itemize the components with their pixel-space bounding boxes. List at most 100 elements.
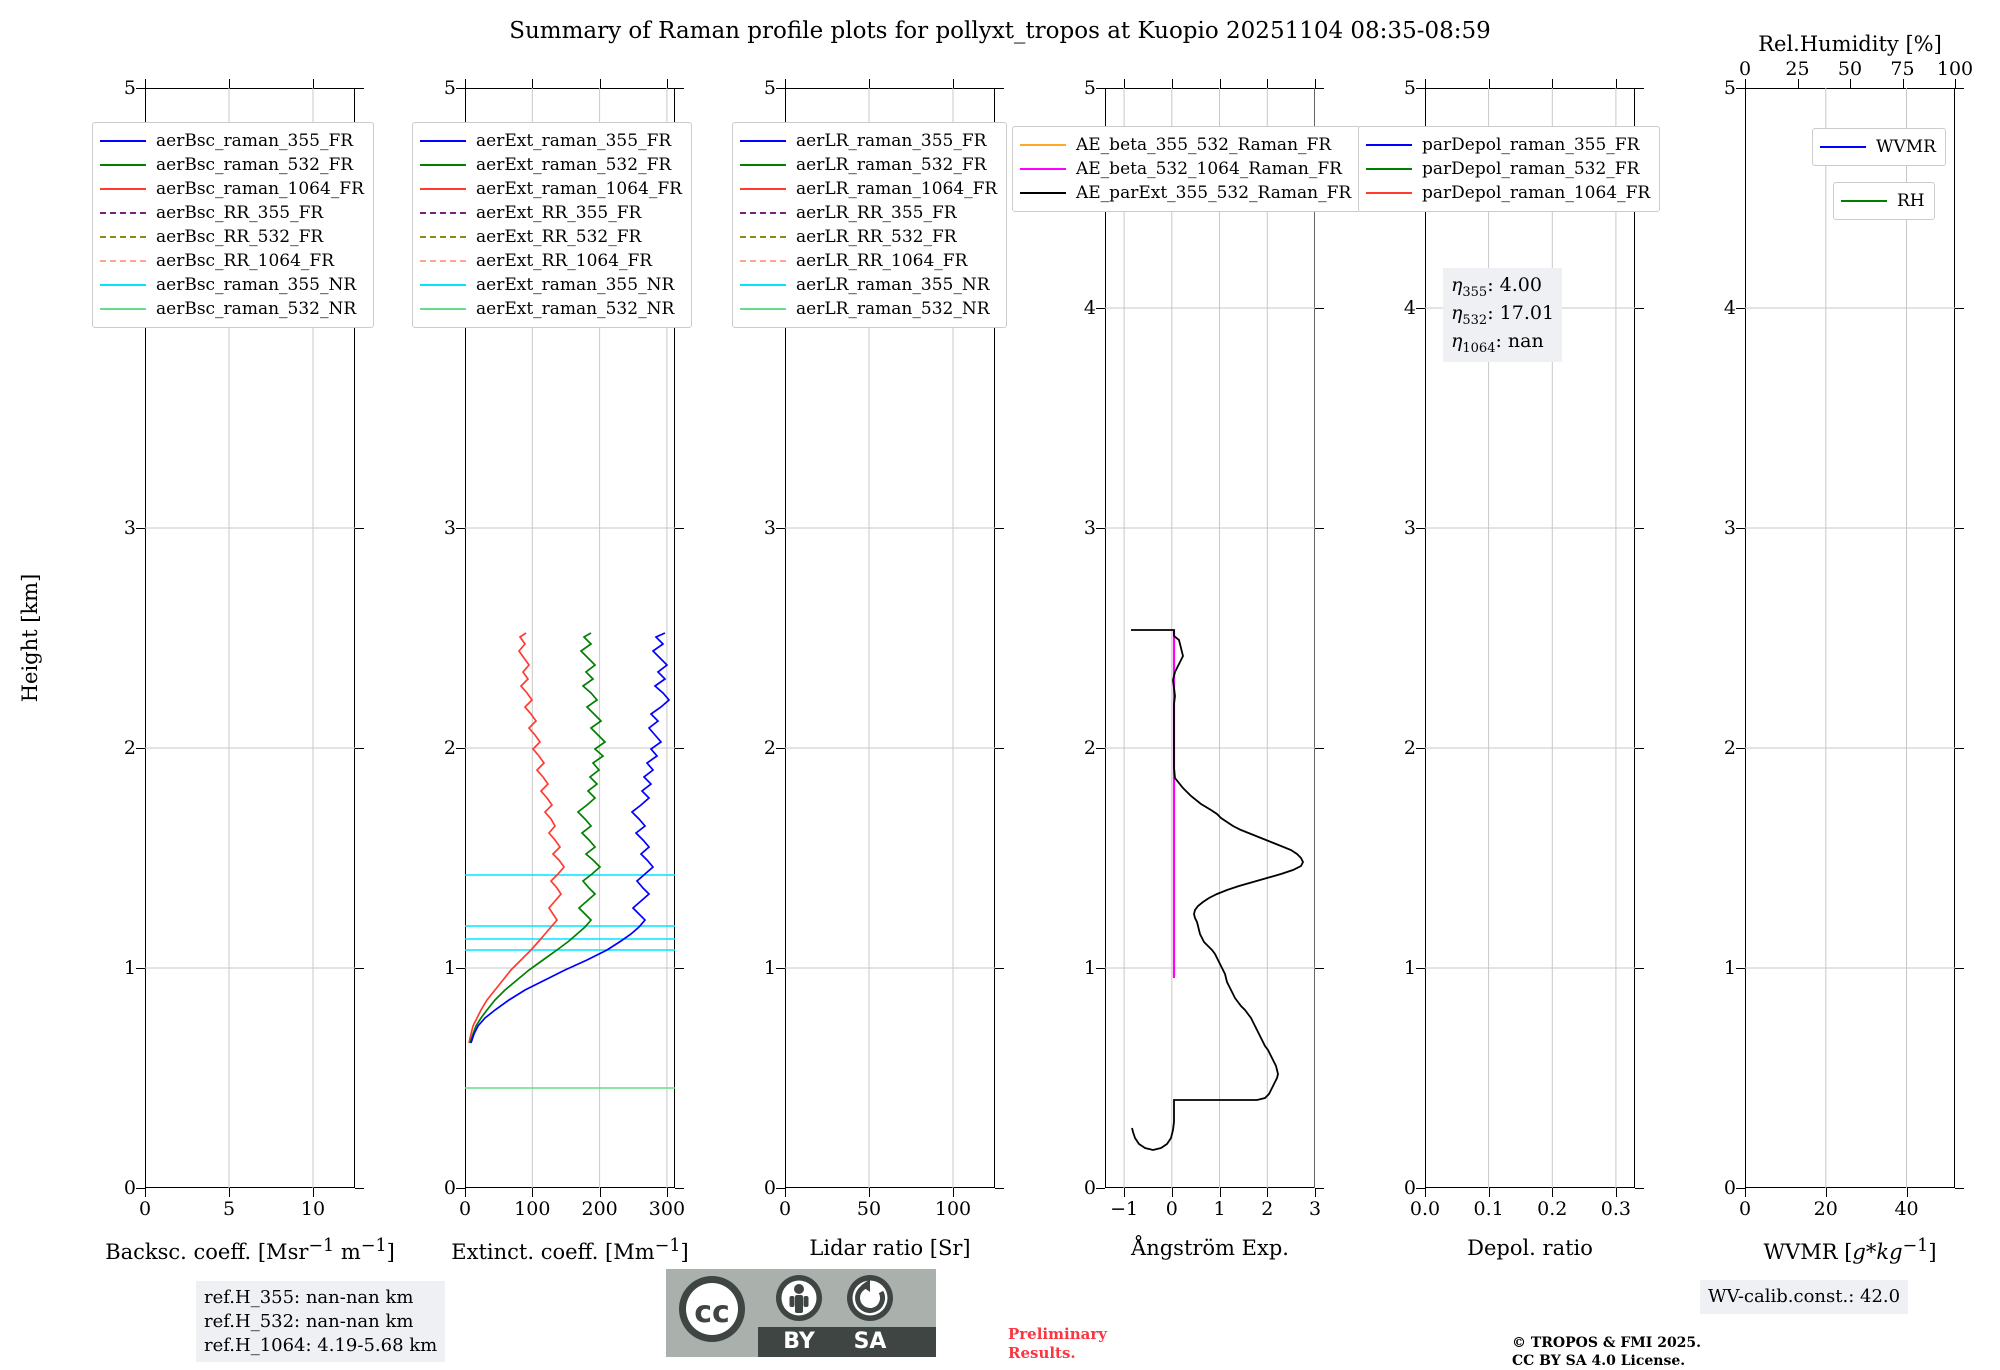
x-tick-mark <box>953 1188 954 1197</box>
legend-item[interactable]: aerExt_RR_532_FR <box>420 225 682 249</box>
legend-item[interactable]: aerBsc_raman_532_FR <box>100 153 364 177</box>
legend-item[interactable]: aerLR_RR_532_FR <box>740 225 997 249</box>
legend-item[interactable]: aerExt_RR_1064_FR <box>420 249 682 273</box>
legend-line-swatch <box>1366 192 1412 194</box>
legend-line-swatch <box>100 236 146 238</box>
y-tick-mark <box>136 968 145 969</box>
x-tick-mark <box>1124 1188 1126 1197</box>
legend-item[interactable]: aerExt_raman_532_NR <box>420 297 682 321</box>
y-tick-mark <box>136 528 145 529</box>
x-tick-mark <box>785 1188 786 1197</box>
rh-tick-label: 0 <box>1738 58 1752 80</box>
y-tick-mark <box>1096 308 1105 309</box>
legend-item[interactable]: aerExt_raman_355_FR <box>420 129 682 153</box>
y-tick-label: 2 <box>443 737 456 759</box>
legend-item[interactable]: aerLR_raman_532_NR <box>740 297 997 321</box>
legend-label: WVMR <box>1876 136 1936 157</box>
rh-tick-label: 50 <box>1837 58 1863 80</box>
legend-wvmr: WVMR <box>1812 128 1946 166</box>
y-tick-label: 1 <box>763 957 776 979</box>
x-tick-mark <box>1825 1188 1827 1197</box>
legend-item[interactable]: aerExt_raman_355_NR <box>420 273 682 297</box>
legend-item[interactable]: aerBsc_raman_355_FR <box>100 129 364 153</box>
legend-label: aerExt_raman_355_NR <box>476 274 675 295</box>
y-tick-mark <box>1955 1188 1964 1189</box>
y-tick-mark <box>1315 968 1324 969</box>
x-tick-mark-top <box>313 79 314 88</box>
legend-item[interactable]: aerBsc_RR_355_FR <box>100 201 364 225</box>
y-tick-mark <box>1635 748 1644 749</box>
legend-item[interactable]: AE_parExt_355_532_Raman_FR <box>1020 181 1351 205</box>
legend-line-swatch <box>420 212 466 214</box>
x-tick-mark-top <box>1425 79 1426 88</box>
y-tick-mark <box>1315 88 1324 89</box>
legend-item[interactable]: aerBsc_raman_355_NR <box>100 273 364 297</box>
y-tick-mark <box>136 748 145 749</box>
legend-backscatter: aerBsc_raman_355_FR aerBsc_raman_532_FR ae… <box>92 122 374 328</box>
legend-label: AE_beta_355_532_Raman_FR <box>1076 134 1332 155</box>
legend-item[interactable]: aerExt_raman_532_FR <box>420 153 682 177</box>
legend-rh: RH <box>1833 182 1935 220</box>
legend-label: aerLR_raman_355_FR <box>796 130 987 151</box>
legend-item[interactable]: aerLR_RR_355_FR <box>740 201 997 225</box>
y-tick-label: 0 <box>1083 1177 1096 1199</box>
y-tick-label: 3 <box>1403 517 1416 539</box>
y-tick-label: 3 <box>443 517 456 539</box>
legend-item[interactable]: aerExt_raman_1064_FR <box>420 177 682 201</box>
x-tick-label: 1 <box>1213 1198 1226 1220</box>
y-tick-mark <box>675 528 684 529</box>
legend-item[interactable]: parDepol_raman_1064_FR <box>1366 181 1650 205</box>
legend-label: aerBsc_raman_355_FR <box>156 130 354 151</box>
legend-label: AE_beta_532_1064_Raman_FR <box>1076 158 1342 179</box>
legend-line-swatch <box>420 236 466 238</box>
legend-item[interactable]: parDepol_raman_355_FR <box>1366 133 1650 157</box>
panel-depol-ratio: η355: 4.00 η532: 17.01 η1064: nan 0 1 2 3 4 5 0.… <box>1404 77 1644 1220</box>
plot-area-extinction <box>465 88 675 1188</box>
x-axis-label-angstrom: Ångström Exp. <box>1131 1236 1289 1260</box>
x-tick-mark-top <box>599 79 601 88</box>
legend-line-swatch <box>420 260 466 262</box>
legend-item[interactable]: AE_beta_355_532_Raman_FR <box>1020 133 1351 157</box>
x-tick-label: 0.1 <box>1473 1198 1504 1220</box>
legend-label: aerLR_raman_355_NR <box>796 274 990 295</box>
legend-item[interactable]: aerBsc_raman_532_NR <box>100 297 364 321</box>
preliminary-results-note: Preliminary Results. <box>1008 1325 1107 1363</box>
x-tick-mark <box>313 1188 314 1197</box>
y-tick-label: 5 <box>123 77 136 99</box>
reference-height-box: ref.H_355: nan-nan km ref.H_532: nan-nan … <box>196 1281 446 1363</box>
y-tick-mark <box>675 88 684 89</box>
y-tick-label: 1 <box>123 957 136 979</box>
legend-item[interactable]: RH <box>1841 189 1925 213</box>
y-tick-mark <box>776 968 785 969</box>
legend-item[interactable]: aerLR_raman_1064_FR <box>740 177 997 201</box>
y-tick-mark <box>1955 968 1964 969</box>
legend-item[interactable]: parDepol_raman_532_FR <box>1366 157 1650 181</box>
legend-item[interactable]: aerLR_raman_532_FR <box>740 153 997 177</box>
legend-line-swatch <box>740 284 786 286</box>
legend-item[interactable]: aerLR_raman_355_NR <box>740 273 997 297</box>
legend-line-swatch <box>100 188 146 190</box>
legend-item[interactable]: aerLR_raman_355_FR <box>740 129 997 153</box>
legend-line-swatch <box>100 212 146 214</box>
x-tick-mark <box>1615 1188 1617 1197</box>
x-tick-mark-top <box>229 79 230 88</box>
legend-item[interactable]: WVMR <box>1820 135 1936 159</box>
legend-item[interactable]: AE_beta_532_1064_Raman_FR <box>1020 157 1351 181</box>
legend-item[interactable]: aerBsc_RR_532_FR <box>100 225 364 249</box>
x-tick-label: −1 <box>1110 1198 1139 1220</box>
x-axis-label-extinction: Extinct. coeff. [Mm−1] <box>451 1236 689 1264</box>
legend-item[interactable]: aerBsc_raman_1064_FR <box>100 177 364 201</box>
eta-annotation-box: η355: 4.00 η532: 17.01 η1064: nan <box>1443 268 1563 362</box>
copyright-note: © TROPOS & FMI 2025. CC BY SA 4.0 License… <box>1512 1334 1701 1370</box>
legend-item[interactable]: aerBsc_RR_1064_FR <box>100 249 364 273</box>
y-tick-mark <box>1416 1188 1425 1189</box>
legend-line-swatch <box>100 308 146 310</box>
legend-item[interactable]: aerExt_RR_355_FR <box>420 201 682 225</box>
y-tick-mark <box>1315 528 1324 529</box>
y-tick-mark <box>1096 968 1105 969</box>
legend-item[interactable]: aerLR_RR_1064_FR <box>740 249 997 273</box>
x-tick-mark <box>1906 1188 1908 1197</box>
axes-frame <box>785 88 995 1188</box>
legend-label: aerBsc_RR_1064_FR <box>156 250 335 271</box>
legend-line-swatch <box>740 236 786 238</box>
